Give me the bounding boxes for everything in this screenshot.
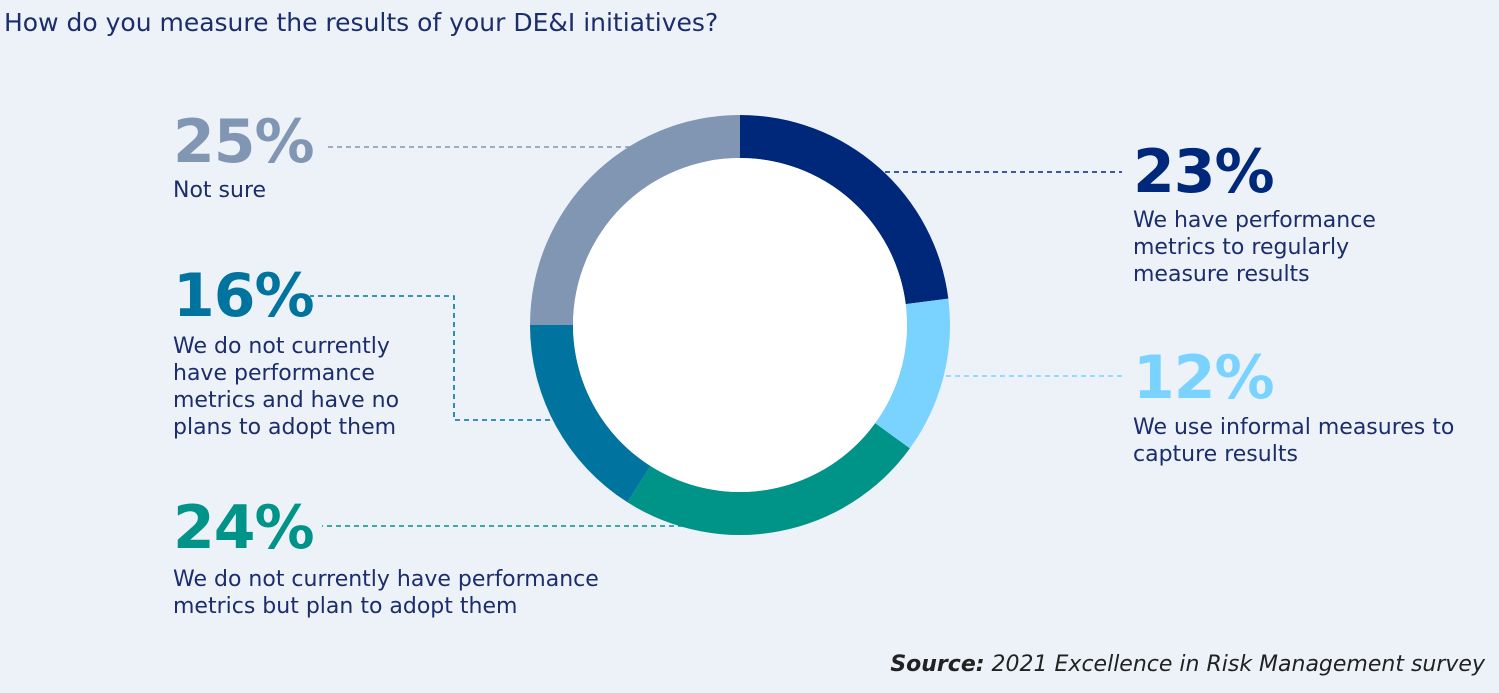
label-text-16: We do not currently have performance met… <box>173 334 400 440</box>
donut-slice-24 <box>627 423 910 535</box>
label-percent-23: 23% <box>1133 137 1275 207</box>
label-percent-16: 16% <box>173 261 315 331</box>
label-percent-24: 24% <box>173 493 315 563</box>
label-percent-12: 12% <box>1133 343 1275 413</box>
source-label: Source: <box>890 652 985 677</box>
donut-slice-12 <box>875 298 951 449</box>
label-text-24: We do not currently have performance met… <box>173 567 599 619</box>
leader-line-16 <box>310 295 550 421</box>
source-text: 2021 Excellence in Risk Management surve… <box>991 652 1485 677</box>
donut-hole <box>573 158 907 492</box>
donut-slice-23 <box>740 115 949 305</box>
label-text-12: We use informal measures to capture resu… <box>1133 415 1455 467</box>
label-text-23: We have performance metrics to regularly… <box>1133 208 1376 287</box>
donut-slice-25 <box>530 115 740 325</box>
label-percent-25: 25% <box>173 107 315 177</box>
label-text-25: Not sure <box>173 178 267 203</box>
source-note: Source: 2021 Excellence in Risk Manageme… <box>890 652 1485 677</box>
donut-slice-16 <box>530 325 651 503</box>
chart-title: How do you measure the results of your D… <box>4 8 719 37</box>
